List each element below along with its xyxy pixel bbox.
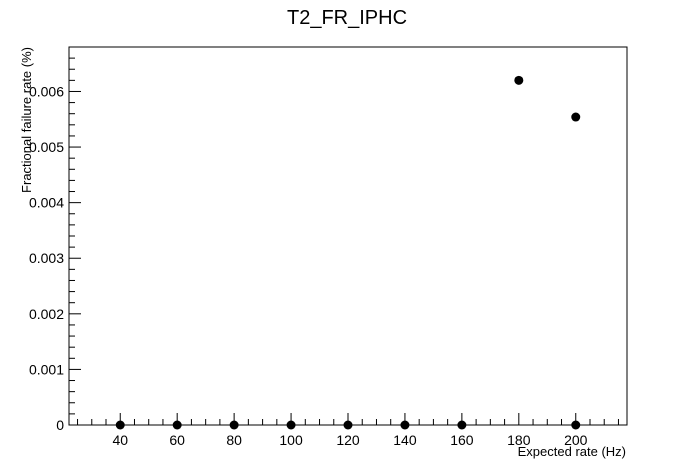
x-tick-label: 100 [279,432,303,448]
y-tick-label: 0 [56,417,64,433]
y-tick-label: 0.002 [29,306,64,322]
y-tick-label: 0.003 [29,250,64,266]
data-point [571,112,581,122]
x-tick-labels: 40 60 80 100 120 140 160 180 200 [112,432,587,448]
data-point [115,420,125,430]
data-point [571,420,581,430]
x-tick-label: 140 [393,432,417,448]
x-tick-label: 80 [226,432,242,448]
data-point [172,420,182,430]
data-point [229,420,239,430]
plot-frame [68,46,628,426]
data-point [457,420,467,430]
x-tick-label: 200 [564,432,588,448]
x-tick-label: 60 [169,432,185,448]
data-point [514,75,524,85]
data-point [400,420,410,430]
y-tick-labels: 0 0.001 0.002 0.003 0.004 0.005 0.006 [29,83,64,433]
x-tick-label: 40 [112,432,128,448]
data-point [286,420,296,430]
y-tick-label: 0.001 [29,361,64,377]
x-tick-label: 180 [507,432,531,448]
data-points [115,75,581,430]
x-axis-label: Expected rate (Hz) [518,444,626,459]
axis-ticks [69,46,619,426]
y-axis-label: Fractional failure rate (%) [19,47,34,193]
y-tick-label: 0.006 [29,83,64,99]
y-tick-label: 0.005 [29,139,64,155]
chart-title: T2_FR_IPHC [287,7,407,29]
x-tick-label: 120 [336,432,360,448]
x-tick-label: 160 [450,432,474,448]
y-tick-label: 0.004 [29,195,64,211]
data-point [343,420,353,430]
